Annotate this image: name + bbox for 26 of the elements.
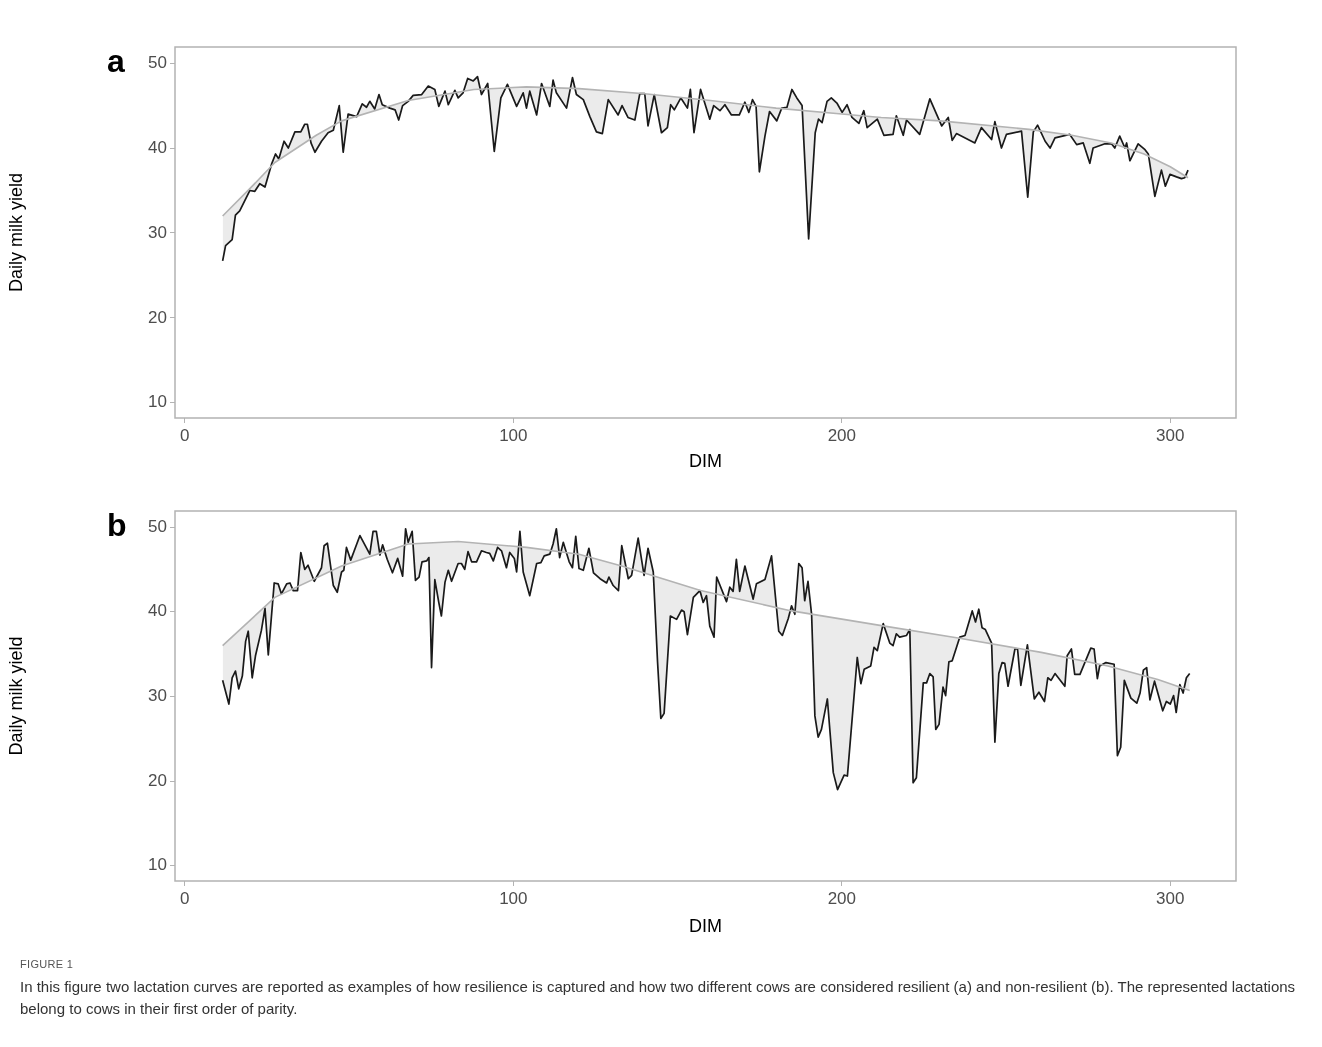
text: In this figure two lactation curves are reported as examples of how resilience is captured and how two different cows are considered resilient (a) and non-resilient (b). The represented lactations belong to cows in their first order of parity.: [20, 977, 1297, 1019]
x-axis-title: DIM: [689, 916, 722, 937]
y-tick-label: 50: [148, 52, 167, 72]
y-tick-label: 40: [148, 601, 167, 621]
x-tick-label: 200: [827, 425, 857, 445]
y-tick-label: 30: [148, 686, 167, 706]
y-tick-label: 10: [148, 855, 167, 875]
y-tick-label: 20: [148, 307, 167, 327]
y-tick-label: 50: [148, 516, 167, 536]
x-tick-label: 300: [1156, 888, 1185, 908]
y-tick-label: 30: [148, 222, 167, 242]
chart-title: b: [107, 506, 127, 543]
x-axis-title: DIM: [689, 451, 722, 472]
y-tick-label: 40: [148, 137, 167, 157]
y-tick-label: 10: [148, 392, 167, 412]
caption: FIGURE 1: [20, 958, 75, 970]
y-axis-title: Daily milk yield: [5, 172, 26, 293]
y-tick-label: 20: [148, 770, 167, 790]
y-axis-title: Daily milk yield: [5, 636, 26, 756]
x-tick-label: 0: [180, 425, 190, 445]
chart-title: a: [107, 42, 125, 79]
x-tick-label: 300: [1156, 425, 1185, 445]
x-tick-label: 100: [499, 888, 528, 908]
x-tick-label: 100: [499, 425, 528, 445]
x-tick-label: 0: [180, 888, 190, 908]
x-tick-label: 200: [827, 888, 857, 908]
